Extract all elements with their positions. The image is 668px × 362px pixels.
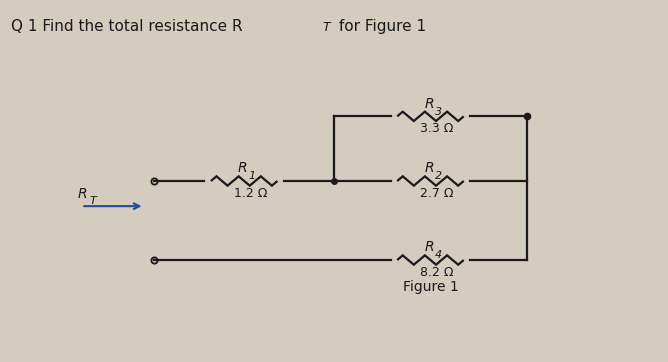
Text: for Figure 1: for Figure 1	[334, 19, 426, 34]
Text: Figure 1: Figure 1	[403, 280, 458, 294]
Text: R: R	[78, 186, 88, 201]
Text: 3.3 Ω: 3.3 Ω	[420, 122, 454, 135]
Text: 2.7 Ω: 2.7 Ω	[420, 187, 454, 200]
Text: R: R	[424, 97, 434, 111]
Text: 3: 3	[435, 107, 442, 117]
Text: 8.2 Ω: 8.2 Ω	[420, 266, 454, 279]
Text: 4: 4	[435, 251, 442, 260]
Text: 1: 1	[249, 171, 256, 181]
Text: Q 1 Find the total resistance R: Q 1 Find the total resistance R	[11, 19, 243, 34]
Text: R: R	[424, 240, 434, 254]
Text: R: R	[424, 161, 434, 176]
Text: T: T	[90, 197, 97, 206]
Text: R: R	[238, 161, 248, 176]
Text: 2: 2	[435, 171, 442, 181]
Text: 1.2 Ω: 1.2 Ω	[234, 187, 268, 200]
Text: T: T	[323, 21, 330, 34]
